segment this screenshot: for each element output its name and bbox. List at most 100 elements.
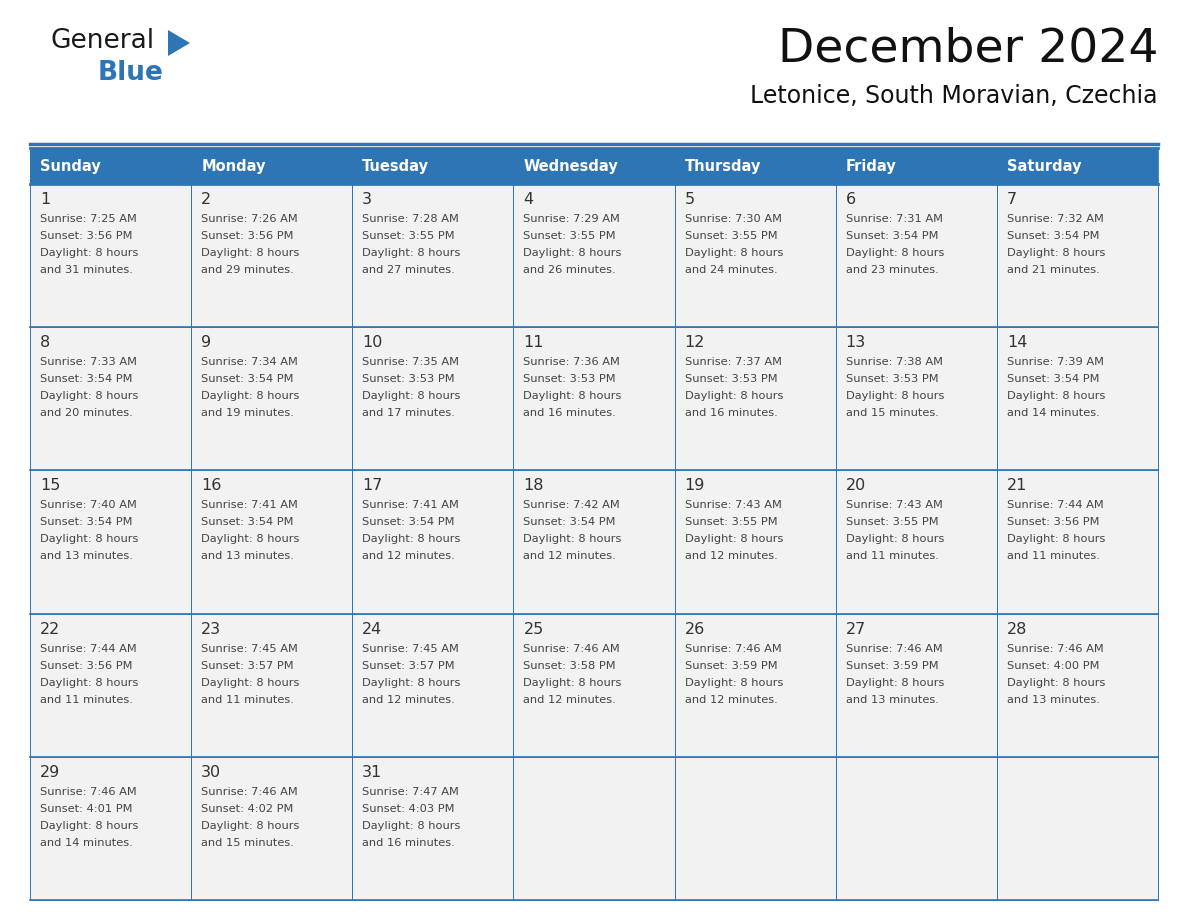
Text: Daylight: 8 hours: Daylight: 8 hours — [40, 821, 138, 831]
Bar — [191, 613, 353, 756]
Text: Sunrise: 7:46 AM: Sunrise: 7:46 AM — [684, 644, 782, 654]
Text: Sunrise: 7:46 AM: Sunrise: 7:46 AM — [201, 787, 298, 797]
Text: 19: 19 — [684, 478, 704, 493]
Text: 20: 20 — [846, 478, 866, 493]
Text: Daylight: 8 hours: Daylight: 8 hours — [524, 534, 621, 544]
Bar — [30, 470, 191, 613]
Text: 1: 1 — [40, 192, 50, 207]
Text: Sunset: 3:54 PM: Sunset: 3:54 PM — [1007, 375, 1099, 385]
Text: 7: 7 — [1007, 192, 1017, 207]
Text: Sunrise: 7:45 AM: Sunrise: 7:45 AM — [201, 644, 298, 654]
Text: Daylight: 8 hours: Daylight: 8 hours — [524, 677, 621, 688]
Bar — [513, 327, 675, 470]
Bar — [353, 470, 513, 613]
Bar — [675, 756, 835, 900]
Text: Daylight: 8 hours: Daylight: 8 hours — [40, 248, 138, 258]
Text: December 2024: December 2024 — [777, 26, 1158, 71]
Text: 3: 3 — [362, 192, 372, 207]
Text: Sunset: 3:54 PM: Sunset: 3:54 PM — [201, 375, 293, 385]
Text: Daylight: 8 hours: Daylight: 8 hours — [40, 677, 138, 688]
Text: and 31 minutes.: and 31 minutes. — [40, 265, 133, 275]
Text: Daylight: 8 hours: Daylight: 8 hours — [40, 534, 138, 544]
Text: 13: 13 — [846, 335, 866, 350]
Text: Sunrise: 7:43 AM: Sunrise: 7:43 AM — [846, 500, 942, 510]
Text: Daylight: 8 hours: Daylight: 8 hours — [684, 677, 783, 688]
Text: Blue: Blue — [97, 60, 164, 86]
Text: Daylight: 8 hours: Daylight: 8 hours — [201, 248, 299, 258]
Text: and 12 minutes.: and 12 minutes. — [524, 552, 617, 562]
Text: and 21 minutes.: and 21 minutes. — [1007, 265, 1100, 275]
Text: and 14 minutes.: and 14 minutes. — [40, 838, 133, 848]
Bar — [997, 327, 1158, 470]
Text: 30: 30 — [201, 765, 221, 779]
Bar — [513, 613, 675, 756]
Text: and 12 minutes.: and 12 minutes. — [524, 695, 617, 705]
Text: Sunset: 4:01 PM: Sunset: 4:01 PM — [40, 804, 133, 813]
Text: Sunrise: 7:28 AM: Sunrise: 7:28 AM — [362, 214, 459, 224]
Text: Sunrise: 7:46 AM: Sunrise: 7:46 AM — [524, 644, 620, 654]
Text: Daylight: 8 hours: Daylight: 8 hours — [362, 248, 461, 258]
Bar — [191, 148, 353, 184]
Text: Sunrise: 7:33 AM: Sunrise: 7:33 AM — [40, 357, 137, 367]
Text: 27: 27 — [846, 621, 866, 636]
Text: 24: 24 — [362, 621, 383, 636]
Text: Daylight: 8 hours: Daylight: 8 hours — [362, 821, 461, 831]
Text: Wednesday: Wednesday — [524, 159, 618, 174]
Text: Thursday: Thursday — [684, 159, 762, 174]
Text: and 15 minutes.: and 15 minutes. — [846, 409, 939, 419]
Bar — [353, 756, 513, 900]
Text: 28: 28 — [1007, 621, 1028, 636]
Text: Sunset: 3:59 PM: Sunset: 3:59 PM — [846, 661, 939, 671]
Text: and 11 minutes.: and 11 minutes. — [201, 695, 293, 705]
Text: Sunset: 3:53 PM: Sunset: 3:53 PM — [846, 375, 939, 385]
Text: Daylight: 8 hours: Daylight: 8 hours — [362, 391, 461, 401]
Text: Sunday: Sunday — [40, 159, 101, 174]
Text: Daylight: 8 hours: Daylight: 8 hours — [524, 391, 621, 401]
Text: Sunset: 3:56 PM: Sunset: 3:56 PM — [40, 661, 133, 671]
Text: Daylight: 8 hours: Daylight: 8 hours — [201, 391, 299, 401]
Text: Sunrise: 7:25 AM: Sunrise: 7:25 AM — [40, 214, 137, 224]
Text: Daylight: 8 hours: Daylight: 8 hours — [1007, 677, 1105, 688]
Text: 6: 6 — [846, 192, 855, 207]
Polygon shape — [168, 30, 190, 56]
Text: and 13 minutes.: and 13 minutes. — [201, 552, 293, 562]
Text: 5: 5 — [684, 192, 695, 207]
Text: Sunset: 4:03 PM: Sunset: 4:03 PM — [362, 804, 455, 813]
Text: Sunrise: 7:44 AM: Sunrise: 7:44 AM — [40, 644, 137, 654]
Text: Sunset: 3:54 PM: Sunset: 3:54 PM — [846, 231, 939, 241]
Text: Tuesday: Tuesday — [362, 159, 429, 174]
Text: 31: 31 — [362, 765, 383, 779]
Text: Sunset: 4:00 PM: Sunset: 4:00 PM — [1007, 661, 1099, 671]
Text: Sunrise: 7:39 AM: Sunrise: 7:39 AM — [1007, 357, 1104, 367]
Text: and 20 minutes.: and 20 minutes. — [40, 409, 133, 419]
Text: and 13 minutes.: and 13 minutes. — [846, 695, 939, 705]
Bar — [30, 756, 191, 900]
Text: and 19 minutes.: and 19 minutes. — [201, 409, 293, 419]
Text: Friday: Friday — [846, 159, 897, 174]
Text: Sunrise: 7:43 AM: Sunrise: 7:43 AM — [684, 500, 782, 510]
Bar — [513, 148, 675, 184]
Text: Sunrise: 7:31 AM: Sunrise: 7:31 AM — [846, 214, 943, 224]
Bar — [353, 613, 513, 756]
Text: and 11 minutes.: and 11 minutes. — [1007, 552, 1100, 562]
Bar — [191, 756, 353, 900]
Text: Sunset: 3:53 PM: Sunset: 3:53 PM — [524, 375, 617, 385]
Text: Sunset: 3:55 PM: Sunset: 3:55 PM — [524, 231, 617, 241]
Text: Daylight: 8 hours: Daylight: 8 hours — [846, 534, 944, 544]
Text: Sunset: 3:54 PM: Sunset: 3:54 PM — [1007, 231, 1099, 241]
Text: 14: 14 — [1007, 335, 1028, 350]
Text: and 14 minutes.: and 14 minutes. — [1007, 409, 1100, 419]
Text: Daylight: 8 hours: Daylight: 8 hours — [201, 821, 299, 831]
Text: Sunrise: 7:41 AM: Sunrise: 7:41 AM — [201, 500, 298, 510]
Text: 12: 12 — [684, 335, 704, 350]
Text: and 16 minutes.: and 16 minutes. — [684, 409, 777, 419]
Bar — [997, 613, 1158, 756]
Bar — [191, 327, 353, 470]
Text: and 16 minutes.: and 16 minutes. — [362, 838, 455, 848]
Text: Sunset: 3:54 PM: Sunset: 3:54 PM — [524, 518, 615, 528]
Text: 22: 22 — [40, 621, 61, 636]
Text: and 26 minutes.: and 26 minutes. — [524, 265, 617, 275]
Bar — [513, 470, 675, 613]
Text: Sunset: 3:55 PM: Sunset: 3:55 PM — [684, 518, 777, 528]
Text: Daylight: 8 hours: Daylight: 8 hours — [362, 677, 461, 688]
